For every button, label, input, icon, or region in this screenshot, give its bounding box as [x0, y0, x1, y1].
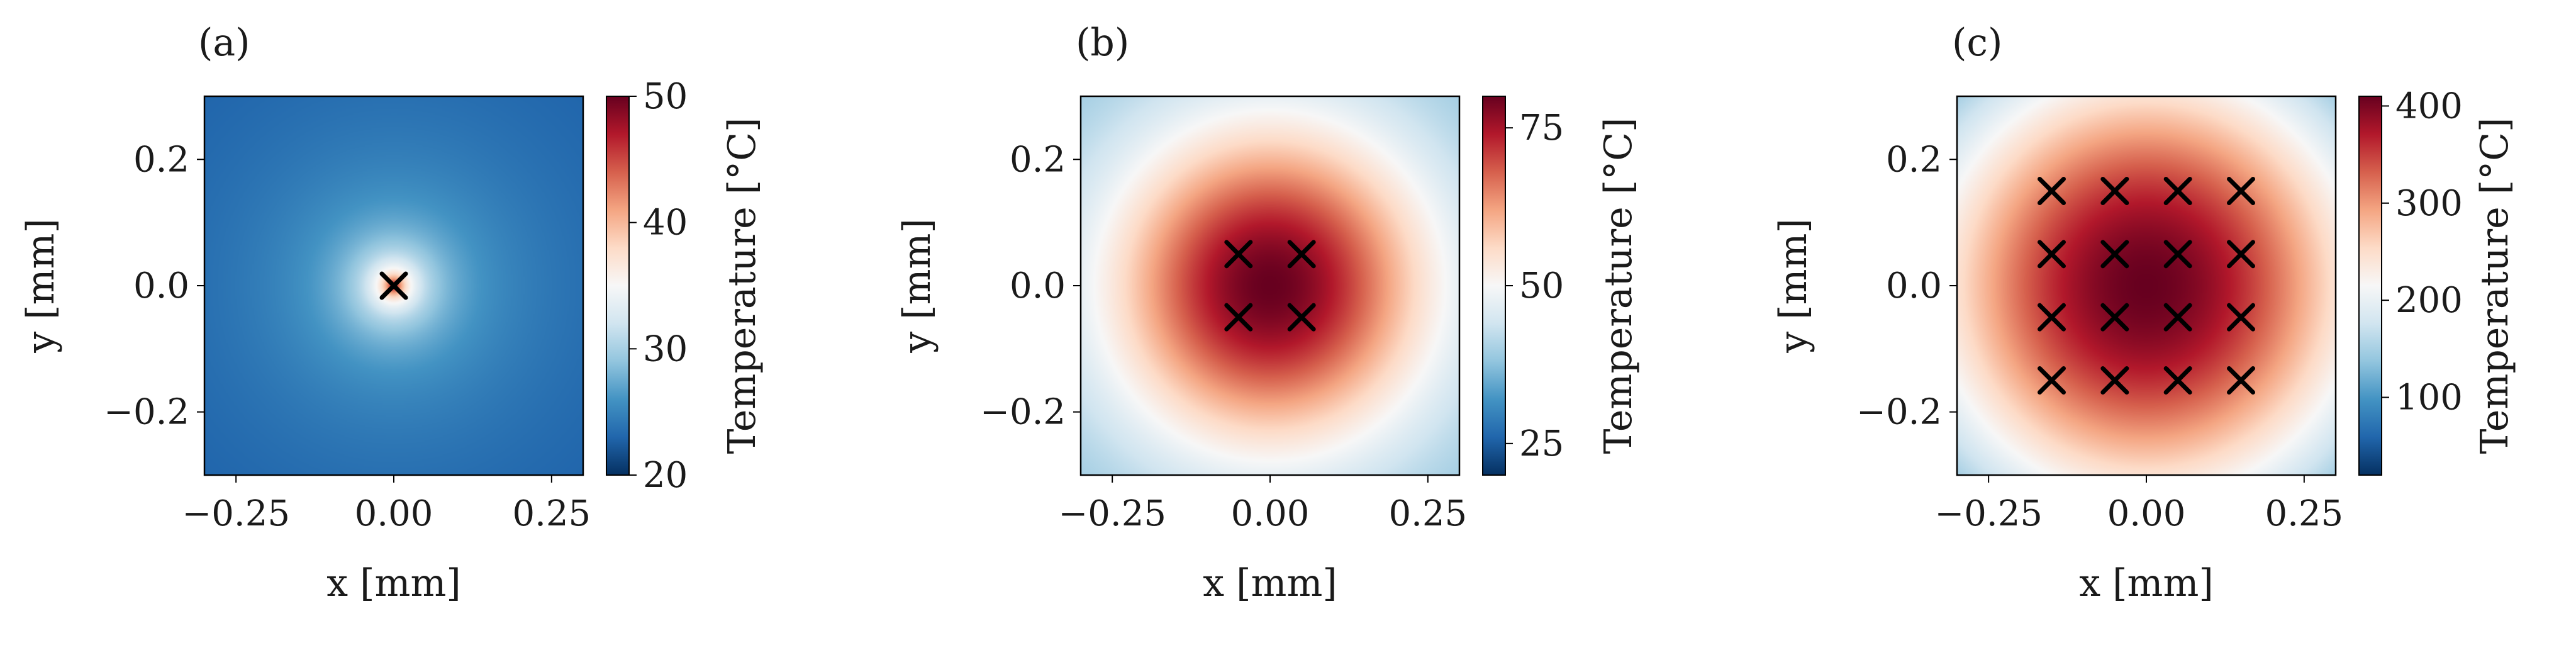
heat-source-marker [2038, 366, 2066, 395]
marker-stroke [2227, 240, 2255, 269]
marker-stroke [2227, 303, 2255, 332]
colorbar-1 [1482, 96, 1506, 476]
panel-label: (c) [1952, 21, 2002, 65]
x-tick-label: 0.00 [1231, 493, 1310, 534]
y-tick-label: −0.2 [104, 392, 189, 433]
marker-stroke [2100, 177, 2129, 205]
colorbar-tick-label: 200 [2395, 280, 2463, 321]
colorbar-tick-label: 300 [2395, 183, 2463, 224]
panel-label: (a) [198, 21, 250, 65]
heat-source-marker [379, 271, 408, 300]
heat-source-marker [2038, 303, 2066, 332]
heat-source-marker [2163, 177, 2192, 205]
heat-source-marker [2227, 366, 2255, 395]
colorbar-tick-label: 50 [1519, 266, 1564, 306]
heat-source-marker [2038, 240, 2066, 269]
heatmap-image-2 [1957, 96, 2336, 475]
colorbar-2 [2358, 96, 2382, 476]
x-tick-label: 0.00 [2107, 493, 2186, 534]
marker-stroke [2227, 177, 2255, 205]
x-tick-label: −0.25 [1058, 493, 1166, 534]
y-tick-label: −0.2 [1856, 392, 1942, 433]
x-tick-label: −0.25 [182, 493, 290, 534]
heat-source-marker [2227, 303, 2255, 332]
marker-stroke [2163, 303, 2192, 332]
heat-source-marker [1224, 240, 1253, 269]
heat-source-marker [2163, 240, 2192, 269]
colorbar-0 [606, 96, 630, 476]
heat-source-marker [1287, 303, 1316, 332]
marker-stroke [2038, 366, 2066, 395]
y-axis-label: y [mm] [1771, 218, 1815, 354]
marker-stroke [2038, 177, 2066, 205]
x-tick-label: 0.00 [355, 493, 433, 534]
x-tick-label: 0.25 [512, 493, 591, 534]
marker-stroke [2100, 366, 2129, 395]
heat-source-marker [2227, 240, 2255, 269]
marker-stroke [1287, 303, 1316, 332]
heat-source-marker [2227, 177, 2255, 205]
y-axis-label: y [mm] [19, 218, 63, 354]
y-axis-label: y [mm] [895, 218, 939, 354]
marker-stroke [2163, 240, 2192, 269]
y-tick-label: 0.2 [1886, 139, 1942, 180]
colorbar-tick-label: 20 [643, 455, 688, 496]
marker-stroke [379, 271, 408, 300]
colorbar-tick-label: 75 [1519, 108, 1564, 148]
x-tick-label: 0.25 [2265, 493, 2343, 534]
colorbar-label: Temperature [°C] [2473, 118, 2517, 454]
heat-source-marker [2163, 303, 2192, 332]
colorbar-tick-label: 25 [1519, 423, 1564, 464]
marker-stroke [2038, 303, 2066, 332]
heat-source-marker [1287, 240, 1316, 269]
y-tick-label: −0.2 [980, 392, 1066, 433]
y-tick-label: 0.0 [1010, 266, 1066, 306]
marker-stroke [1224, 240, 1253, 269]
x-axis-label: x [mm] [1203, 561, 1337, 605]
y-tick-label: 0.0 [1886, 266, 1942, 306]
marker-stroke [1287, 240, 1316, 269]
marker-stroke [1224, 303, 1253, 332]
colorbar-tick-label: 400 [2395, 86, 2463, 126]
colorbar-tick-label: 50 [643, 76, 688, 117]
colorbar-tick-label: 30 [643, 328, 688, 369]
x-tick-label: −0.25 [1934, 493, 2043, 534]
x-tick-label: 0.25 [1388, 493, 1467, 534]
colorbar-label: Temperature [°C] [1597, 118, 1641, 454]
marker-stroke [2100, 240, 2129, 269]
marker-stroke [2227, 366, 2255, 395]
heatmap-image-1 [1081, 96, 1459, 475]
y-tick-label: 0.0 [133, 266, 189, 306]
heat-source-marker [2100, 177, 2129, 205]
panel-label: (b) [1076, 21, 1129, 65]
colorbar-label: Temperature [°C] [720, 118, 764, 454]
heat-source-marker [2100, 366, 2129, 395]
y-tick-label: 0.2 [133, 139, 189, 180]
x-axis-label: x [mm] [2079, 561, 2214, 605]
heat-source-marker [2100, 240, 2129, 269]
colorbar-tick-label: 100 [2395, 378, 2463, 418]
heat-source-marker [1224, 303, 1253, 332]
marker-stroke [2038, 240, 2066, 269]
heat-source-marker [2100, 303, 2129, 332]
marker-stroke [2100, 303, 2129, 332]
heat-source-marker [2163, 366, 2192, 395]
marker-stroke [2163, 177, 2192, 205]
marker-stroke [2163, 366, 2192, 395]
colorbar-tick-label: 40 [643, 203, 688, 244]
y-tick-label: 0.2 [1010, 139, 1066, 180]
x-axis-label: x [mm] [326, 561, 461, 605]
heat-source-marker [2038, 177, 2066, 205]
